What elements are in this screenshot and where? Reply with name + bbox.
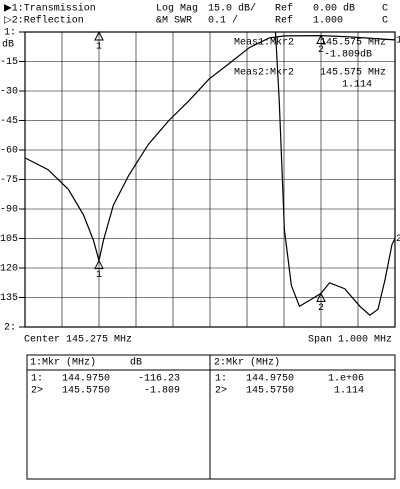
table-cell: 145.5750 bbox=[246, 386, 294, 397]
table-cell: 144.9750 bbox=[62, 374, 110, 385]
trace bbox=[274, 31, 396, 316]
header-text: C bbox=[382, 16, 388, 27]
header-text: 0.1 / bbox=[208, 15, 238, 27]
table-title: 2:Mkr (MHz) bbox=[214, 357, 280, 369]
header-text: Ref bbox=[275, 15, 293, 27]
measurement-name: Meas2:Mkr2 bbox=[234, 67, 294, 79]
y-tick-label: -15 bbox=[0, 57, 18, 68]
y-tick-label: -105 bbox=[0, 234, 18, 245]
header-text: &M SWR bbox=[156, 16, 192, 27]
table-cell: 1.e+06 bbox=[328, 374, 364, 385]
y-tick-label: -30 bbox=[0, 87, 18, 98]
header-text: C bbox=[382, 4, 388, 15]
table-cell: 144.9750 bbox=[246, 374, 294, 385]
footer-center: Center 145.275 MHz bbox=[24, 335, 132, 346]
table-cell: 145.5750 bbox=[62, 386, 110, 397]
header-text: 0.00 dB bbox=[313, 3, 355, 15]
y-tick-label: -90 bbox=[0, 205, 18, 216]
header-text: 15.0 dB/ bbox=[208, 3, 256, 15]
measurement-freq: 145.575 MHz bbox=[320, 38, 386, 49]
y-tick-label: 2: bbox=[4, 323, 16, 334]
measurement-name: Meas1:Mkr2 bbox=[234, 37, 294, 49]
trace bbox=[24, 34, 396, 261]
header-text: Ref bbox=[275, 3, 293, 15]
measurement-freq: 145.575 MHz bbox=[320, 68, 386, 79]
y-tick-label: -75 bbox=[0, 175, 18, 186]
marker-label: 1 bbox=[96, 270, 102, 281]
marker-arrow bbox=[316, 292, 326, 302]
marker-label: 2 bbox=[318, 303, 324, 314]
trace-end-label: 1 bbox=[396, 36, 400, 47]
header-text: 1.000 bbox=[313, 16, 343, 27]
header-text: ▷2:Reflection bbox=[4, 15, 84, 27]
measurement-value: 1.114 bbox=[342, 80, 372, 91]
header-text: Log Mag bbox=[156, 4, 198, 15]
table-cell: -116.23 bbox=[138, 374, 180, 385]
y-tick-label: -135 bbox=[0, 293, 18, 304]
marker-label: 2 bbox=[318, 45, 324, 56]
table-cell: 2> bbox=[31, 386, 43, 397]
y-tick-label: -120 bbox=[0, 264, 18, 275]
table-cell: 2> bbox=[215, 386, 227, 397]
table-unit: dB bbox=[130, 357, 142, 369]
table-title: 1:Mkr (MHz) bbox=[30, 357, 96, 369]
measurement-value: -1.809dB bbox=[324, 49, 372, 61]
trace-end-label: 2 bbox=[396, 234, 400, 245]
y-tick-label: -60 bbox=[0, 146, 18, 157]
y-axis-label: dB bbox=[2, 39, 14, 51]
table-cell: 1: bbox=[31, 374, 43, 385]
table-cell: -1.809 bbox=[144, 386, 180, 397]
footer-span: Span 1.000 MHz bbox=[308, 335, 392, 346]
table-cell: 1.114 bbox=[334, 386, 364, 397]
marker-arrow bbox=[94, 259, 104, 270]
header-text: ▶1:Transmission bbox=[4, 3, 96, 15]
table-frame bbox=[26, 354, 396, 480]
y-tick-label: -45 bbox=[0, 116, 18, 127]
marker-arrow bbox=[94, 30, 104, 41]
marker-label: 1 bbox=[96, 42, 102, 53]
marker-arrow bbox=[316, 34, 326, 45]
y-tick-label: 1: bbox=[4, 28, 16, 39]
table-cell: 1: bbox=[215, 374, 227, 385]
